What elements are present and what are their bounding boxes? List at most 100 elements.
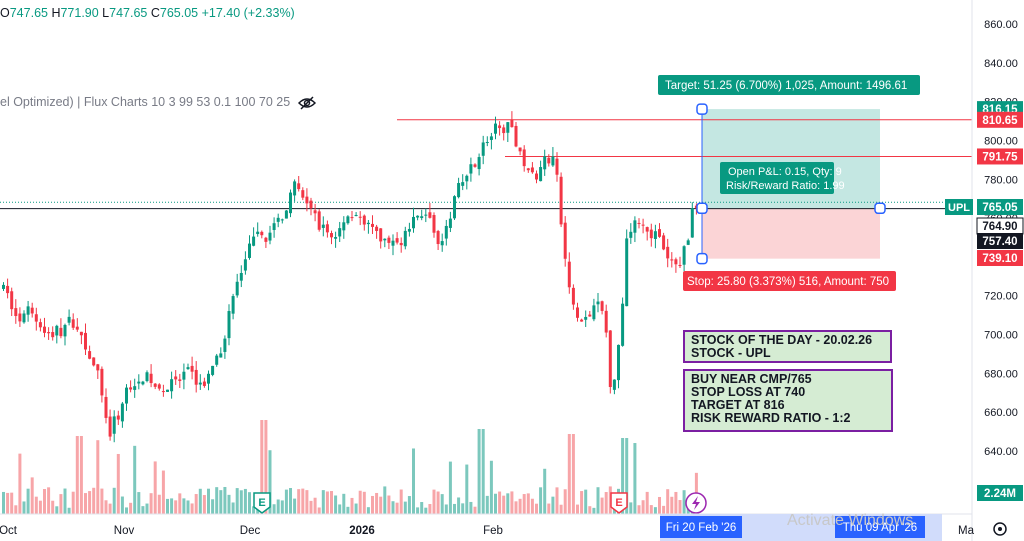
price-tick-label: 680.00	[984, 368, 1018, 380]
candle-body	[26, 306, 30, 315]
lightning-icon[interactable]	[685, 492, 707, 514]
stop-label-text: Stop: 25.80 (3.373%) 516, Amount: 750	[687, 276, 889, 288]
candle-body	[690, 208, 694, 238]
volume-bar	[104, 500, 108, 514]
volume-bar	[6, 492, 10, 514]
candle-body	[407, 228, 411, 232]
candle-body	[47, 332, 51, 334]
volume-bar	[670, 496, 674, 514]
volume-bar	[301, 488, 305, 514]
stop-handle[interactable]	[696, 252, 708, 265]
volume-bar	[305, 490, 309, 514]
candle-body	[465, 175, 469, 182]
plan-stop-line: STOP LOSS AT 740	[691, 385, 806, 399]
stock-of-day-box: STOCK OF THE DAY - 20.02.26 STOCK - UPL	[683, 330, 892, 363]
volume-bar	[559, 504, 563, 514]
volume-bar	[362, 491, 366, 514]
volume-bar	[653, 507, 657, 514]
volume-bar	[588, 506, 592, 514]
volume-bar	[84, 493, 87, 514]
volume-bar	[379, 496, 383, 514]
volume-bar	[202, 495, 206, 514]
candle-body	[71, 319, 75, 328]
candle-body	[371, 223, 374, 227]
volume-bar	[190, 503, 194, 514]
candle-body	[395, 238, 399, 243]
volume-bar	[649, 505, 653, 514]
candle-body	[576, 307, 579, 318]
candle-body	[321, 224, 325, 228]
volume-bar	[317, 507, 321, 514]
volume-bar	[289, 488, 292, 514]
earnings-marker-nov[interactable]: E	[253, 492, 271, 514]
volume-bar	[75, 436, 79, 514]
volume-bar	[34, 496, 38, 514]
candle-body	[186, 367, 190, 370]
price-axis[interactable]: 640.00660.00680.00700.00720.00740.00760.…	[945, 19, 1024, 501]
volume-bar	[502, 495, 506, 514]
volume-bar	[276, 499, 280, 514]
price-tick-label: 800.00	[984, 135, 1018, 147]
candle-body	[399, 242, 403, 246]
candle-body	[420, 216, 424, 219]
volume-bar	[621, 438, 625, 514]
eye-off-icon[interactable]	[298, 96, 317, 110]
stop-zone[interactable]	[702, 208, 880, 259]
candle-body	[30, 307, 34, 314]
candle-body	[96, 364, 100, 371]
volume-bar	[79, 436, 83, 514]
price-label-764.90: 764.90	[976, 217, 1024, 235]
indicator-legend[interactable]: el Optimized) | Flux Charts 10 3 99 53 0…	[0, 95, 317, 110]
candle-body	[334, 237, 338, 239]
price-tick-label: 860.00	[984, 19, 1018, 31]
volume-bar	[473, 506, 477, 514]
volume-bar	[412, 448, 415, 514]
candle-body	[510, 120, 514, 128]
entry-handle[interactable]	[696, 202, 708, 215]
candle-body	[79, 331, 83, 336]
candle-body	[621, 303, 625, 346]
candle-body	[645, 227, 649, 232]
volume-bar	[682, 490, 686, 514]
date-badge-text: Thu 09 Apr '26	[843, 522, 917, 534]
time-axis[interactable]: Oct Nov Dec 2026 Feb Ma Fri 20 Feb '26 Thu 09 A…	[0, 516, 975, 538]
price-label-757.40: 757.40	[977, 233, 1023, 249]
volume-bar	[43, 489, 46, 514]
entry-right-handle[interactable]	[874, 202, 886, 215]
volume-bar	[539, 487, 543, 514]
gear-icon[interactable]	[993, 522, 1007, 536]
candle-body	[617, 344, 620, 381]
volume-bar	[481, 429, 485, 514]
ohlc-legend: O747.65 H771.90 L747.65 C765.05 +17.40 (…	[0, 6, 295, 20]
candle-body	[600, 301, 604, 311]
candle-body	[354, 214, 358, 216]
volume-bar	[658, 496, 661, 514]
volume-bar	[518, 498, 522, 514]
candle-body	[543, 156, 547, 170]
earnings-marker-feb[interactable]: E	[610, 492, 628, 514]
price-label-text: 791.75	[982, 151, 1018, 163]
volume-bar	[313, 497, 317, 514]
volume-bar	[223, 486, 227, 514]
candle-body	[567, 261, 571, 288]
volume-bar	[522, 494, 526, 514]
candle-body	[522, 149, 526, 167]
volume-bar	[38, 500, 42, 514]
candle-body	[231, 296, 235, 314]
volume-bar	[469, 501, 473, 514]
volume-bar	[555, 487, 559, 514]
price-label-791.75: 791.75	[977, 148, 1023, 165]
volume-bar	[641, 500, 645, 514]
volume-bar	[149, 493, 153, 514]
volume-bar	[10, 492, 14, 514]
volume-bar	[637, 505, 641, 514]
volume-bar	[551, 496, 555, 514]
volume-bar	[576, 504, 579, 514]
candle-body	[658, 229, 661, 237]
target-handle[interactable]	[696, 103, 708, 115]
candle-body	[346, 216, 350, 224]
volume-bar	[252, 506, 256, 514]
candle-body	[461, 182, 465, 186]
candle-body	[387, 237, 391, 243]
